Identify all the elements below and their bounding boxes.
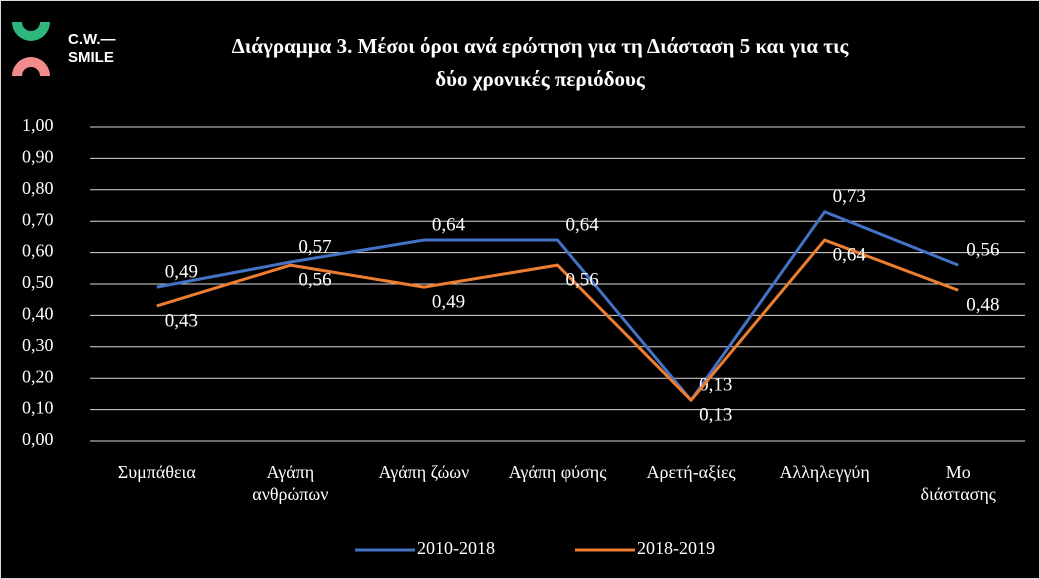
data-label: 0,49 xyxy=(165,261,198,282)
y-tick-label: 0,90 xyxy=(22,147,54,167)
series-line xyxy=(156,238,959,402)
y-tick-label: 0,50 xyxy=(22,272,54,292)
chart-title: δύο χρονικές περιόδους xyxy=(435,67,646,91)
y-tick-label: 0,20 xyxy=(22,366,54,386)
logo: C.W.— SMILE xyxy=(12,22,116,76)
logo-arc-bottom xyxy=(12,57,50,76)
data-label: 0,57 xyxy=(298,236,331,257)
legend-label: 2010-2018 xyxy=(417,538,495,558)
legend-label: 2018-2019 xyxy=(637,538,715,558)
x-tick-label: Αρετή-αξίες xyxy=(646,462,736,482)
y-tick-label: 1,00 xyxy=(22,115,54,135)
chart-title: Διάγραμμα 3. Μέσοι όροι ανά ερώτηση για … xyxy=(232,34,850,58)
data-label: 0,64 xyxy=(432,214,466,235)
logo-text: C.W.— xyxy=(68,31,116,48)
y-tick-label: 0,10 xyxy=(22,398,54,418)
x-tick-label: Αγάπη ζώων xyxy=(378,462,470,482)
data-label: 0,64 xyxy=(566,214,600,235)
data-label: 0,56 xyxy=(966,240,999,261)
data-label: 0,43 xyxy=(165,310,198,331)
data-label: 0,56 xyxy=(566,270,599,291)
data-label: 0,56 xyxy=(298,270,331,291)
x-tick-label: Αγάπη φύσης xyxy=(508,462,607,482)
data-label: 0,13 xyxy=(699,405,732,426)
y-tick-label: 0,60 xyxy=(22,241,54,261)
x-tick-label: Μο διάστασης xyxy=(920,462,996,504)
x-tick-label: Συμπάθεια xyxy=(117,462,196,482)
logo-arc-top xyxy=(12,22,50,41)
x-tick-label: Αλληλεγγύη xyxy=(779,462,870,482)
logo-text: SMILE xyxy=(68,49,114,66)
series-line xyxy=(156,210,959,402)
data-label: 0,64 xyxy=(833,244,867,265)
data-label: 0,48 xyxy=(966,295,999,316)
x-tick-label: Αγάπη ανθρώπων xyxy=(252,462,329,504)
y-tick-label: 0,80 xyxy=(22,178,54,198)
data-label: 0,73 xyxy=(833,186,866,207)
y-tick-label: 0,40 xyxy=(22,304,54,324)
y-tick-label: 0,70 xyxy=(22,209,54,229)
data-label: 0,49 xyxy=(432,291,465,312)
y-tick-label: 0,00 xyxy=(22,429,54,449)
y-tick-label: 0,30 xyxy=(22,335,54,355)
